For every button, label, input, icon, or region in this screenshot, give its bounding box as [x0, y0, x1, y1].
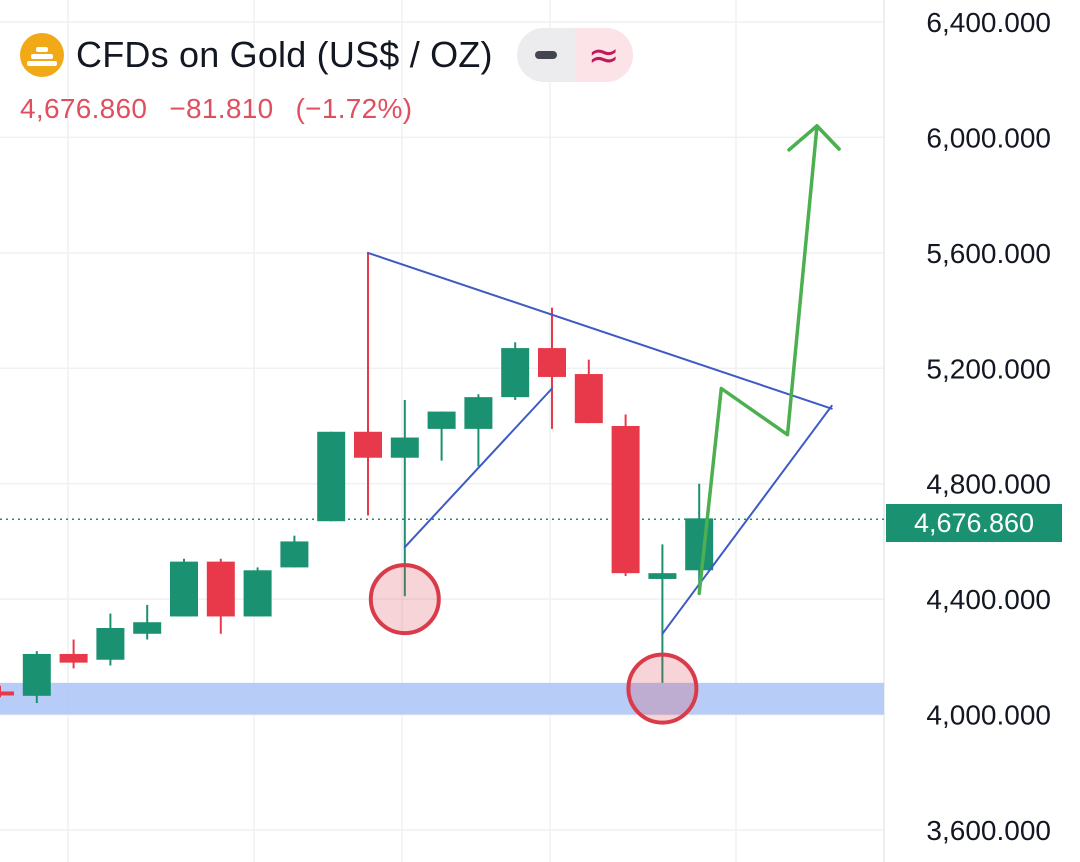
candle-body [354, 431, 382, 458]
candle [317, 431, 346, 522]
rising-trendline-2 [661, 404, 833, 635]
y-tick-label: 6,000.000 [926, 122, 1051, 153]
y-tick-label: 5,200.000 [926, 353, 1051, 384]
support-zone-band [0, 682, 884, 715]
y-tick-label: 4,800.000 [926, 469, 1051, 500]
candle [96, 613, 125, 666]
candle [133, 604, 162, 640]
candle-body [133, 622, 162, 634]
candle [464, 394, 493, 467]
candle-body [0, 691, 14, 696]
candle-body [464, 397, 493, 429]
candle [170, 558, 198, 617]
candle [206, 558, 235, 634]
y-tick-label: 6,400.000 [926, 7, 1051, 38]
minus-icon [534, 51, 557, 59]
candle [538, 307, 566, 429]
y-tick-label: 5,600.000 [926, 238, 1051, 269]
candle-body [427, 411, 456, 429]
trend-drawings [367, 124, 841, 725]
price-axis: 6,400.000 6,000.000 5,600.000 5,200.000 4,80… [926, 7, 1051, 846]
symbol-header: CFDs on Gold (US$ / OZ) ≈ [20, 28, 633, 82]
approx-icon: ≈ [587, 33, 620, 77]
price-change: −81.810 [169, 93, 274, 124]
candle-body [501, 348, 530, 398]
candle-body [317, 431, 346, 522]
minus-button[interactable] [517, 28, 575, 82]
candle-body [96, 628, 125, 660]
candle-body [574, 374, 603, 424]
support-zone [0, 682, 884, 715]
price-quote: 4,676.860 −81.810 (−1.72%) [20, 93, 426, 125]
gold-bars-icon [20, 33, 64, 77]
candle-body [685, 518, 714, 571]
candle [0, 685, 14, 698]
projection-arrow [697, 124, 841, 596]
symbol-title: CFDs on Gold (US$ / OZ) [76, 34, 493, 75]
candle [280, 535, 309, 568]
candle [574, 359, 603, 424]
candle-body [170, 561, 198, 617]
rising-trendline-1 [403, 387, 553, 549]
low-marker-circle [368, 563, 441, 636]
candle [22, 651, 51, 704]
last-price-tag: 4,676.860 [886, 504, 1062, 542]
last-price: 4,676.860 [20, 93, 148, 124]
candle-body [280, 541, 309, 568]
chart-style-toggle[interactable]: ≈ [516, 28, 633, 82]
candle [685, 483, 714, 594]
candle [59, 639, 88, 669]
y-tick-label: 4,400.000 [926, 584, 1051, 615]
price-change-percent: (−1.72%) [295, 93, 413, 124]
candle-body [611, 426, 640, 574]
candle-body [390, 437, 419, 458]
approx-button[interactable]: ≈ [574, 28, 633, 82]
candles [0, 252, 714, 704]
y-tick-label: 4,000.000 [926, 700, 1051, 731]
y-tick-label: 3,600.000 [926, 815, 1051, 846]
candle [427, 411, 456, 461]
projection-arrowhead [787, 124, 841, 152]
candle [243, 567, 272, 617]
candle [648, 544, 677, 683]
chart-grid [0, 0, 885, 862]
candle-body [59, 653, 88, 663]
candle-body [22, 653, 51, 696]
candle [354, 252, 382, 516]
upper-trendline [367, 251, 833, 410]
candle-body [206, 561, 235, 617]
candle-body [648, 573, 677, 579]
low-marker-circle [626, 652, 699, 725]
candle [501, 342, 530, 401]
candle [611, 414, 640, 577]
candle-body [243, 570, 272, 617]
candle-body [538, 348, 566, 377]
